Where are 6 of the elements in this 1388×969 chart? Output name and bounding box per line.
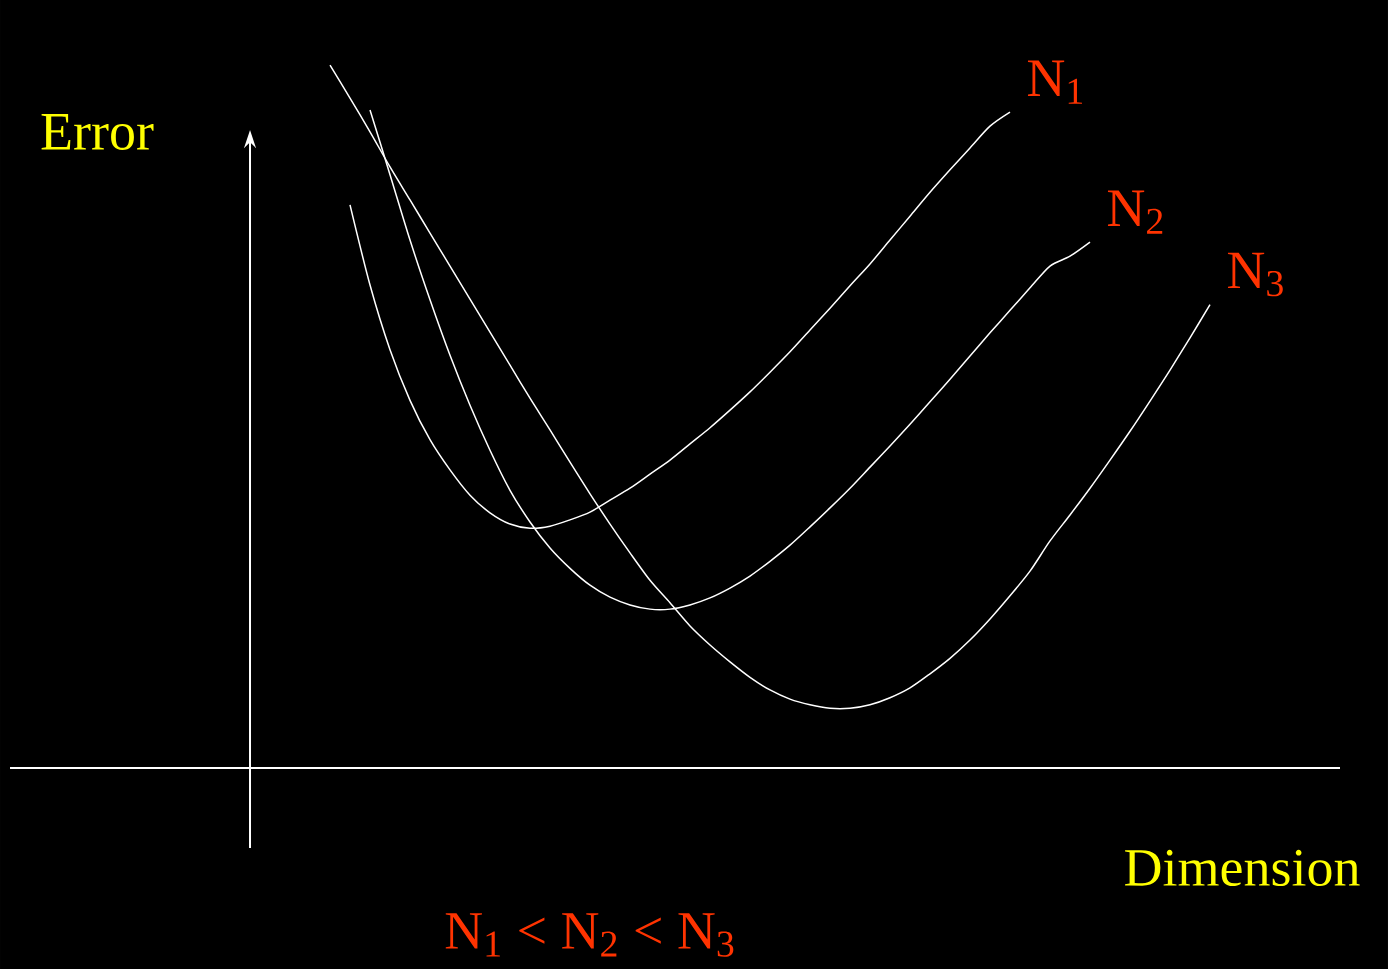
series-label: N$_{1}$ xyxy=(1027,60,1083,104)
y-axis-title: Error xyxy=(41,114,154,150)
series-label: N$_{3}$ xyxy=(1227,252,1283,297)
text: N$_{1}$ < N$_{2}$ < N$_{3}$ xyxy=(445,913,734,957)
x-axis-title: Dimension xyxy=(1125,849,1360,887)
series-label: N$_{2}$ xyxy=(1107,190,1163,234)
